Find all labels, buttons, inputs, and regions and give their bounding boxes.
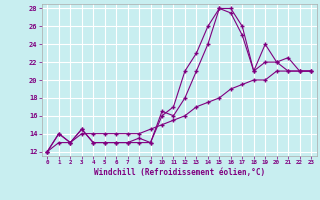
X-axis label: Windchill (Refroidissement éolien,°C): Windchill (Refroidissement éolien,°C)	[94, 168, 265, 177]
